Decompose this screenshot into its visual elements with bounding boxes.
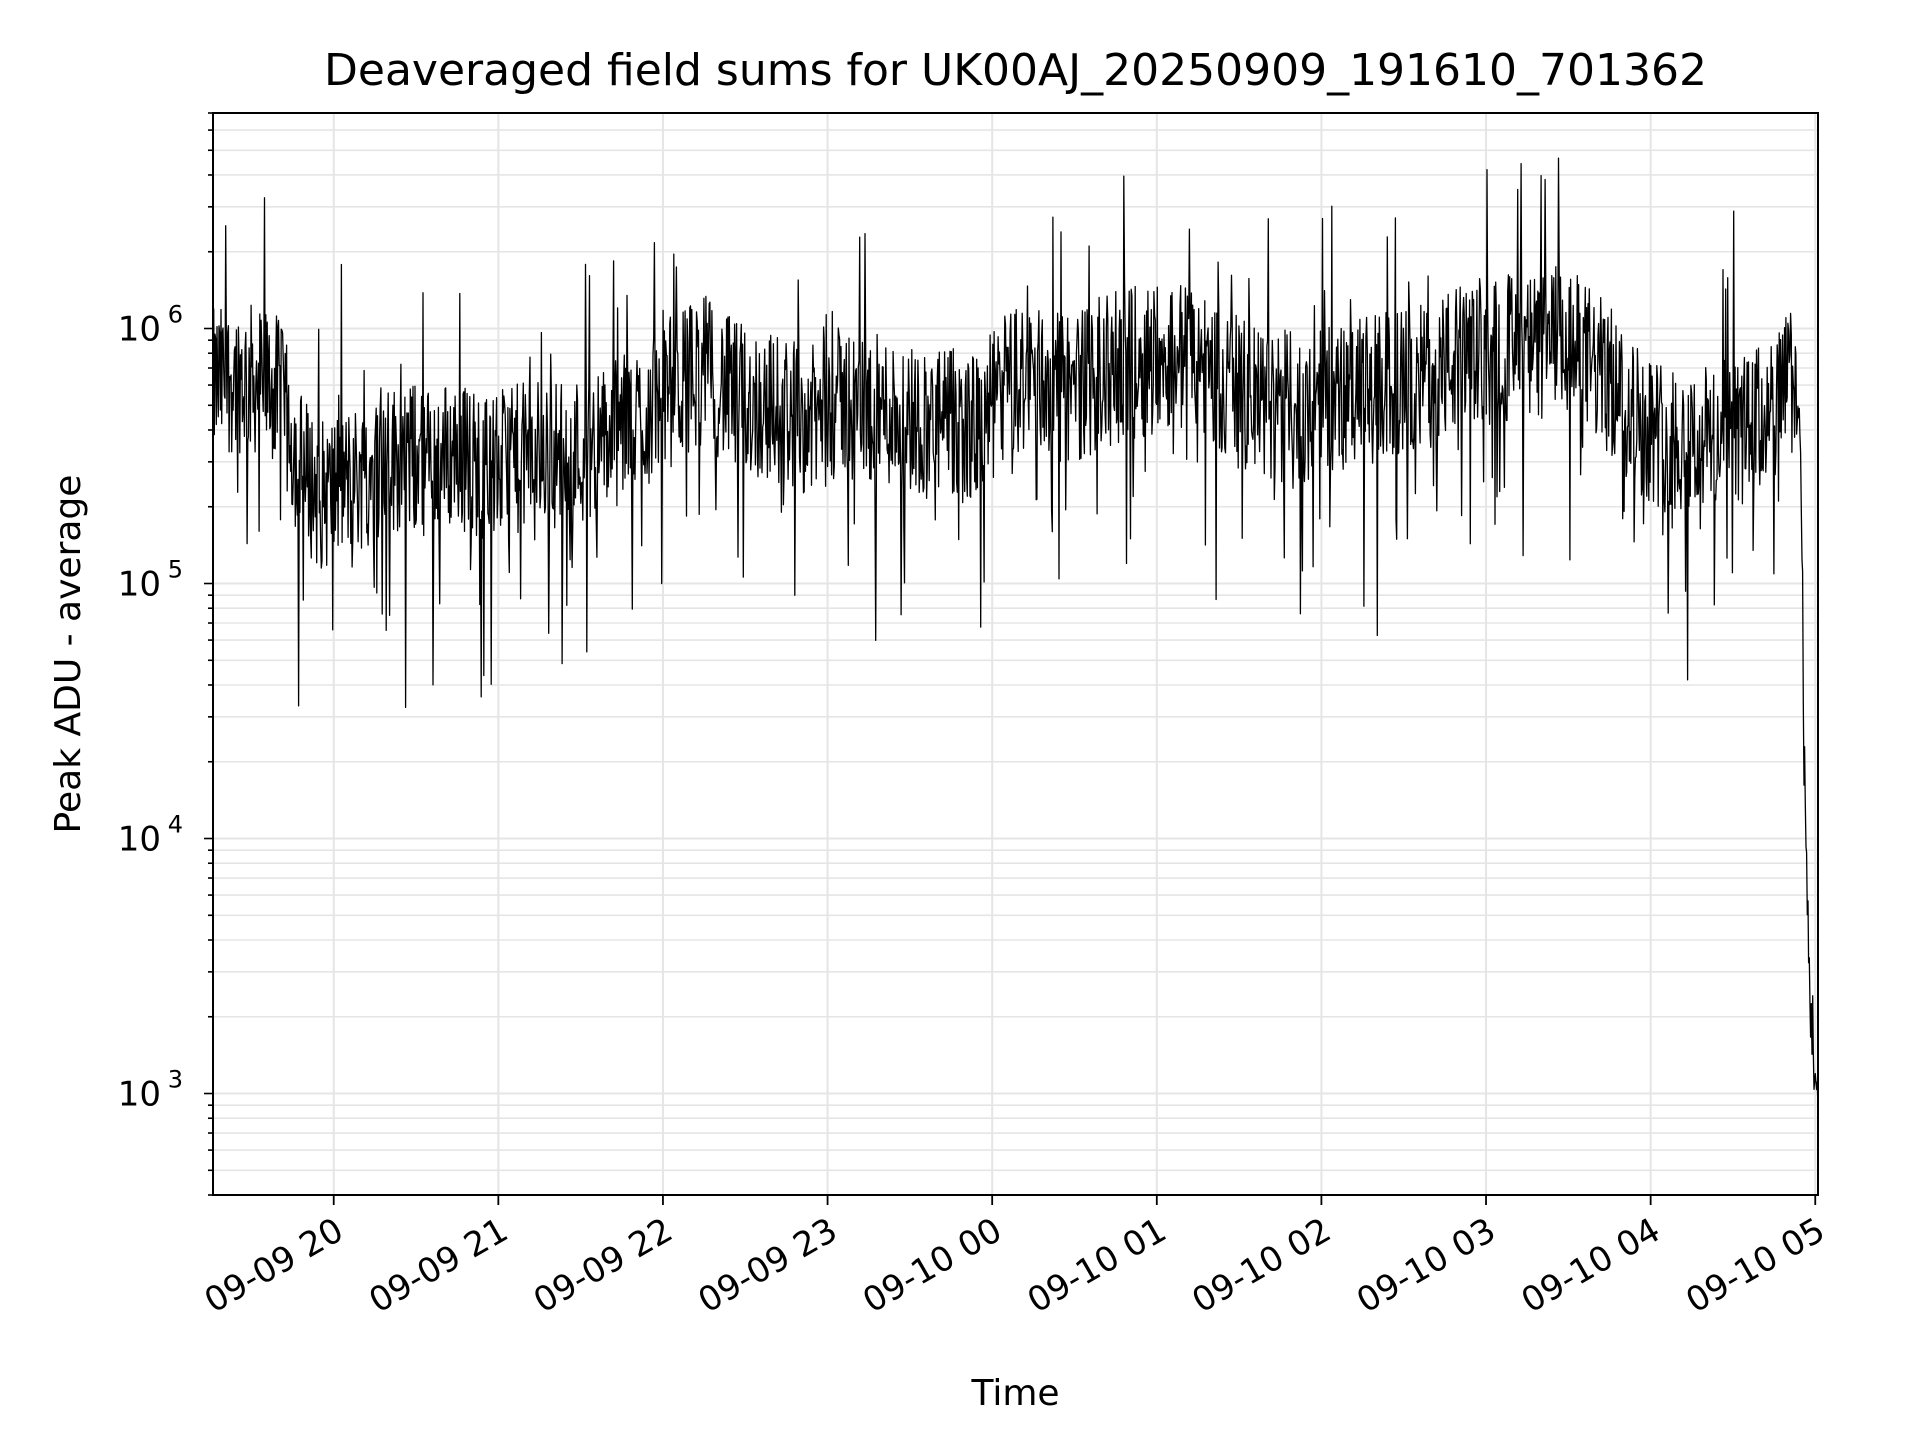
y-tick-exponent: 3 xyxy=(168,1066,183,1094)
y-tick-label: 10 xyxy=(118,1075,161,1115)
y-tick-exponent: 4 xyxy=(168,811,183,839)
y-tick-base: 10 xyxy=(118,820,161,860)
chart-title: Deaveraged field sums for UK00AJ_2025090… xyxy=(324,45,1707,96)
y-tick-label: 10 xyxy=(118,565,161,605)
series-line xyxy=(212,157,1819,1114)
y-axis-label: Peak ADU - average xyxy=(48,475,89,834)
x-axis-label: Time xyxy=(970,1373,1059,1414)
y-tick-base: 10 xyxy=(118,1075,161,1115)
y-tick-label: 10 xyxy=(118,820,161,860)
plot-area-frame xyxy=(212,112,1819,1196)
grid xyxy=(213,112,1818,1196)
y-tick-label: 10 xyxy=(118,310,161,350)
y-tick-exponent: 6 xyxy=(168,301,183,329)
series xyxy=(212,157,1819,1114)
y-tick-exponent: 5 xyxy=(168,556,183,584)
y-tick-base: 10 xyxy=(118,565,161,605)
y-tick-base: 10 xyxy=(118,310,161,350)
